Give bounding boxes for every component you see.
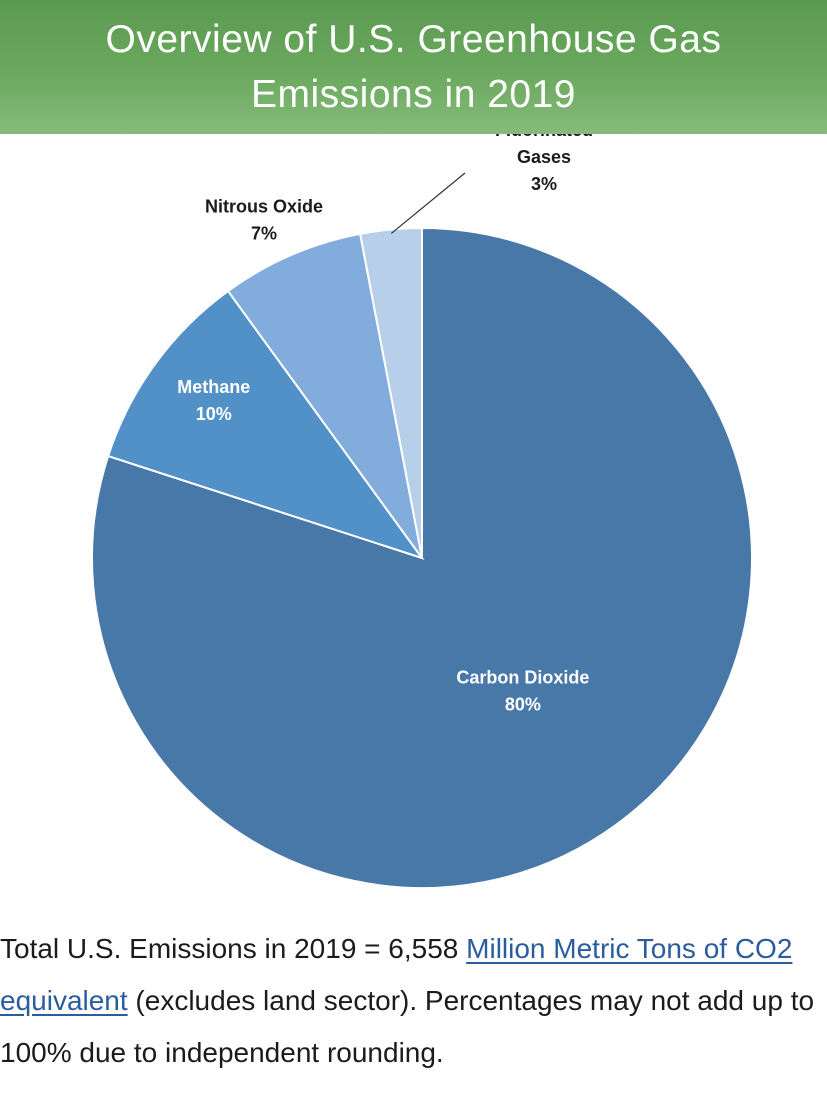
- slice-name-label: Fluorinated: [495, 134, 593, 140]
- leader-lines: [390, 172, 466, 234]
- slice-label-methane: Methane 10%: [177, 377, 250, 424]
- chart-title: Overview of U.S. Greenhouse Gas Emission…: [105, 18, 722, 116]
- pie-slice-fluorinated-gases: [358, 226, 423, 559]
- slice-labels: Carbon Dioxide 80% Methane 10% Nitrous Oxide…: [177, 134, 593, 714]
- slice-label-nitrous-oxide: Nitrous Oxide 7%: [205, 197, 323, 244]
- emissions-caption: Total U.S. Emissions in 2019 = 6,558 Mil…: [0, 923, 822, 1079]
- pie-slices: [91, 226, 753, 889]
- slice-value-label: 3%: [531, 174, 557, 194]
- units-link[interactable]: Million Metric Tons of CO2 equivalent: [0, 933, 793, 1016]
- caption-suffix: (excludes land sector). Percentages may …: [0, 985, 815, 1068]
- slice-name-label: Carbon Dioxide: [456, 667, 589, 687]
- slice-name-label: Gases: [517, 147, 571, 167]
- slice-name-label: Methane: [177, 377, 250, 397]
- pie-chart: Carbon Dioxide 80% Methane 10% Nitrous Oxide…: [91, 134, 753, 889]
- leader-line-fluorinated-gases: [390, 172, 466, 234]
- pie-slice-carbon-dioxide: [91, 226, 753, 889]
- slice-value-label: 7%: [251, 224, 277, 244]
- caption-prefix: Total U.S. Emissions in 2019 = 6,558: [0, 933, 467, 964]
- slice-label-fluorinated-gases: Fluorinated Gases 3%: [495, 134, 593, 194]
- pie-slice-methane: [106, 289, 425, 560]
- slice-label-carbon-dioxide: Carbon Dioxide 80%: [456, 667, 589, 714]
- chart-header: Overview of U.S. Greenhouse Gas Emission…: [0, 0, 827, 134]
- slice-value-label: 10%: [196, 404, 232, 424]
- slice-value-label: 80%: [505, 694, 541, 714]
- pie-slice-nitrous-oxide: [226, 232, 423, 559]
- slice-name-label: Nitrous Oxide: [205, 197, 323, 217]
